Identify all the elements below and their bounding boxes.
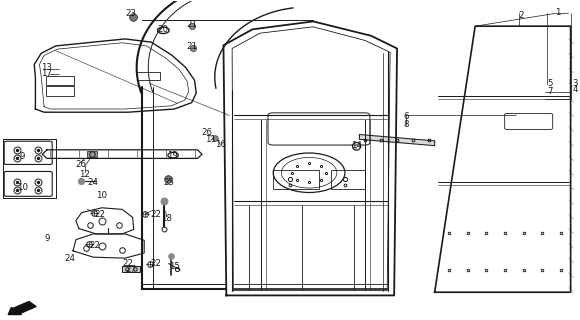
Text: 23: 23	[125, 9, 136, 18]
Text: 22: 22	[122, 259, 133, 268]
Text: 3: 3	[572, 79, 578, 88]
Text: 19: 19	[167, 151, 178, 160]
Text: 2: 2	[519, 11, 524, 20]
Text: 15: 15	[169, 262, 180, 271]
Text: 5: 5	[548, 79, 553, 88]
Text: 7: 7	[548, 87, 553, 96]
Text: 14: 14	[351, 141, 362, 150]
FancyArrow shape	[8, 301, 36, 315]
Text: 26: 26	[202, 128, 213, 137]
Text: 22: 22	[150, 210, 161, 219]
Text: 21: 21	[186, 42, 197, 52]
Text: 6: 6	[403, 113, 408, 122]
Bar	[273, 170, 319, 189]
Bar	[331, 170, 365, 189]
Text: 10: 10	[17, 183, 28, 192]
Text: 10: 10	[96, 190, 107, 200]
Text: 25: 25	[163, 178, 174, 187]
Bar	[46, 86, 74, 96]
Text: 16: 16	[215, 140, 226, 148]
Bar	[137, 72, 160, 80]
Text: 21: 21	[186, 20, 197, 29]
Text: 11: 11	[205, 135, 216, 144]
Text: 26: 26	[75, 160, 86, 169]
Text: 1: 1	[555, 8, 561, 17]
Text: 22: 22	[95, 210, 106, 219]
Text: 12: 12	[79, 170, 90, 179]
Text: 18: 18	[161, 214, 172, 223]
Bar	[46, 76, 74, 85]
Text: 8: 8	[403, 120, 408, 130]
Polygon shape	[360, 134, 434, 146]
Text: 22: 22	[89, 241, 100, 250]
Text: 4: 4	[572, 85, 578, 94]
Text: 13: 13	[42, 63, 52, 72]
Text: 24: 24	[64, 254, 75, 263]
Text: 27: 27	[125, 265, 136, 275]
Text: 20: 20	[158, 25, 169, 34]
Text: 17: 17	[42, 69, 52, 78]
Bar	[88, 151, 97, 157]
Bar	[122, 267, 140, 272]
Text: 24: 24	[88, 178, 99, 187]
Text: 9: 9	[20, 152, 26, 161]
Text: 22: 22	[150, 259, 161, 268]
Text: 9: 9	[44, 234, 50, 243]
